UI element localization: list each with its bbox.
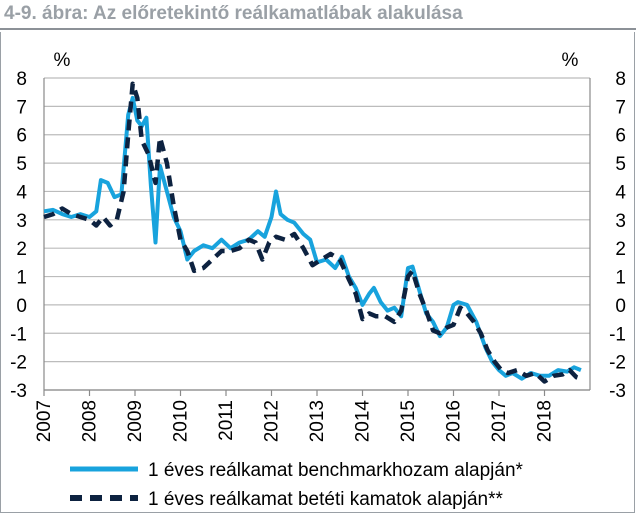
chart-frame — [0, 32, 635, 513]
y-tick-label-right: 0 — [615, 296, 626, 317]
x-tick-label: 2007 — [34, 400, 55, 442]
y-tick-label-right: -2 — [609, 353, 626, 374]
y-tick-label-right: -1 — [609, 324, 626, 345]
y-axis-left-ticks: -3 -2 -1 0 1 2 3 4 5 6 7 8 — [10, 69, 27, 402]
y-tick-label-left: 2 — [16, 239, 27, 260]
gridlines — [44, 77, 590, 391]
x-tick-label: 2010 — [171, 400, 192, 442]
x-tick-label: 2017 — [489, 400, 510, 442]
y-unit-left: % — [54, 50, 71, 71]
y-tick-label-left: 8 — [16, 69, 27, 90]
y-unit-right: % — [562, 50, 579, 71]
y-tick-label-right: 8 — [615, 69, 626, 90]
x-tick-label: 2014 — [353, 400, 374, 443]
x-axis-ticks: 2007 2008 2009 2010 2011 2012 2013 2014 2015 2016… — [34, 390, 556, 442]
x-tick-label: 2015 — [398, 400, 419, 442]
y-tick-label-left: 3 — [16, 211, 27, 232]
y-axis-right-ticks: -3 -2 -1 0 1 2 3 4 5 6 7 8 — [609, 69, 626, 402]
legend-label-deposit: 1 éves reálkamat betéti kamatok alapján*… — [148, 489, 503, 510]
series-line-deposit — [43, 81, 582, 384]
x-tick-label: 2016 — [444, 400, 465, 442]
y-tick-label-right: -3 — [609, 381, 626, 402]
x-tick-label: 2012 — [262, 400, 283, 442]
legend: 1 éves reálkamat benchmarkhozam alapján*… — [70, 460, 524, 510]
y-tick-label-right: 3 — [615, 211, 626, 232]
series-line-benchmark — [43, 95, 582, 381]
legend-label-benchmark: 1 éves reálkamat benchmarkhozam alapján* — [148, 460, 524, 481]
x-tick-label: 2018 — [535, 400, 556, 442]
y-tick-label-left: 7 — [16, 97, 27, 118]
y-tick-label-left: -1 — [10, 324, 27, 345]
y-tick-label-left: 6 — [16, 126, 27, 147]
y-tick-label-left: 1 — [16, 268, 27, 289]
y-tick-label-right: 2 — [615, 239, 626, 260]
x-tick-label: 2009 — [125, 400, 146, 442]
y-tick-label-left: 5 — [16, 154, 27, 175]
y-tick-label-left: -2 — [10, 353, 27, 374]
y-tick-label-right: 5 — [615, 154, 626, 175]
y-tick-label-right: 7 — [615, 97, 626, 118]
x-tick-label: 2011 — [216, 400, 237, 441]
y-tick-label-right: 1 — [615, 268, 626, 289]
y-tick-label-right: 6 — [615, 126, 626, 147]
y-tick-label-left: 0 — [16, 296, 27, 317]
y-tick-label-right: 4 — [615, 182, 626, 203]
y-tick-label-left: 4 — [16, 182, 27, 203]
x-tick-label: 2013 — [307, 400, 328, 442]
y-tick-label-left: -3 — [10, 381, 27, 402]
x-tick-label: 2008 — [80, 400, 101, 442]
series-lines — [43, 81, 582, 384]
chart-title: 4-9. ábra: Az előretekintő reálkamatlába… — [0, 0, 636, 30]
